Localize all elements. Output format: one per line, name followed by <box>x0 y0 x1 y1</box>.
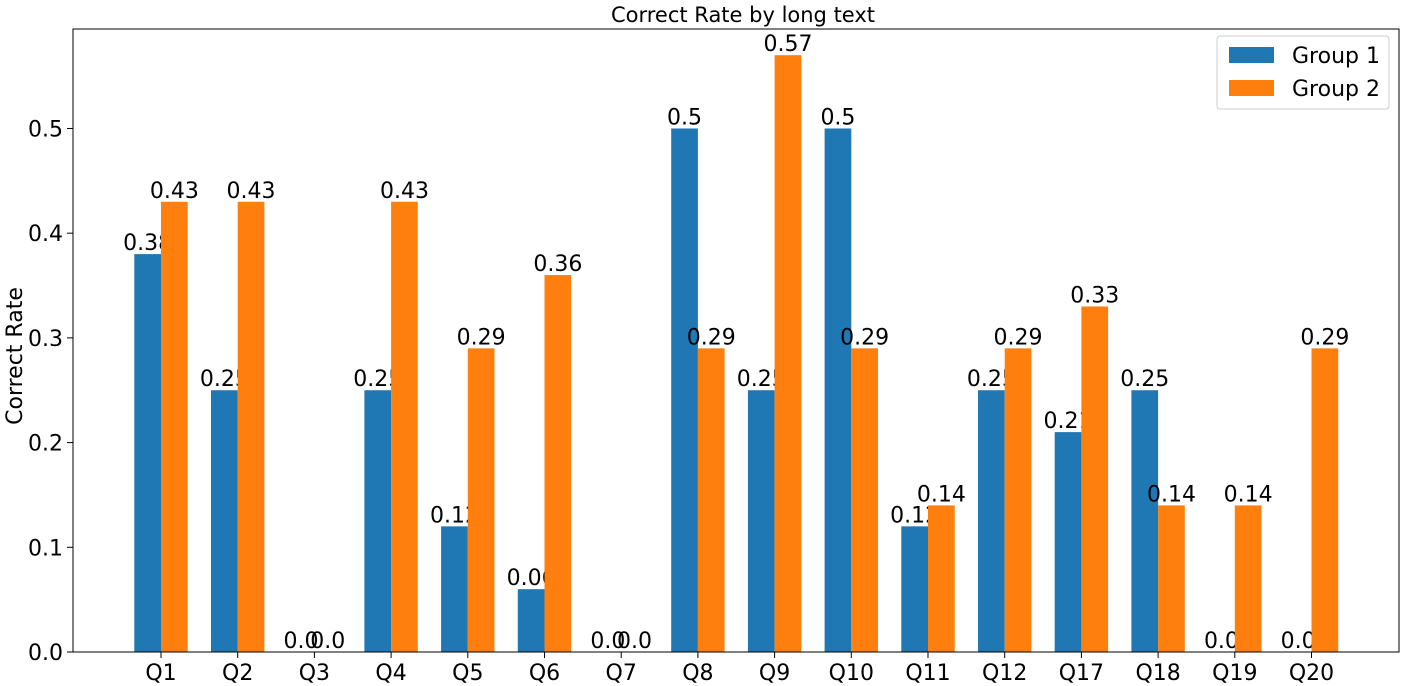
x-tick-label: Q5 <box>452 661 483 686</box>
data-label-group-2: 0.0 <box>310 629 345 654</box>
data-label-group-2: 0.29 <box>840 325 889 350</box>
bar-group-2 <box>161 201 188 652</box>
bar-group-2 <box>544 275 572 652</box>
bar-group-2 <box>467 348 495 652</box>
bar-group-1 <box>978 390 1005 652</box>
data-label-group-1: 0.0 <box>1281 629 1316 654</box>
data-label-group-2: 0.33 <box>1070 283 1119 308</box>
data-label-group-2: 0.14 <box>917 482 966 507</box>
y-axis-label: Correct Rate <box>3 287 28 425</box>
x-tick-label: Q6 <box>529 661 560 686</box>
bar-group-2 <box>697 348 725 652</box>
data-label-group-2: 0.36 <box>533 252 582 277</box>
bar-group-2 <box>1081 306 1109 652</box>
data-label-group-2: 0.29 <box>1300 325 1349 350</box>
bar-group-1 <box>134 254 161 652</box>
x-tick-label: Q19 <box>1212 661 1257 686</box>
x-tick-label: Q10 <box>829 661 874 686</box>
data-label-group-2: 0.43 <box>150 179 199 204</box>
x-tick-label: Q17 <box>1059 661 1104 686</box>
data-label-group-1: 0.0 <box>284 629 319 654</box>
data-label-group-2: 0.14 <box>1147 482 1196 507</box>
bar-group-1 <box>671 128 698 652</box>
bar-group-1 <box>441 526 468 652</box>
y-tick-label: 0.3 <box>28 327 63 352</box>
data-label-group-2: 0.57 <box>763 32 812 57</box>
x-tick-label: Q20 <box>1289 661 1334 686</box>
data-label-group-2: 0.43 <box>227 179 276 204</box>
bar-group-1 <box>364 390 392 652</box>
bar-group-2 <box>237 201 265 652</box>
x-tick-label: Q12 <box>982 661 1027 686</box>
x-tick-label: Q8 <box>682 661 713 686</box>
data-label-group-2: 0.0 <box>617 629 652 654</box>
data-label-group-1: 0.25 <box>1120 367 1169 392</box>
x-tick-label: Q1 <box>145 661 176 686</box>
y-tick-label: 0.2 <box>28 432 63 457</box>
data-label-group-2: 0.43 <box>380 179 429 204</box>
bar-group-2 <box>851 348 878 652</box>
plot-frame <box>72 28 1400 653</box>
x-tick-label: Q2 <box>222 661 253 686</box>
bar-group-1 <box>901 526 928 652</box>
bar-group-2 <box>1004 348 1032 652</box>
bar-group-2 <box>1234 505 1262 652</box>
legend-swatch-group-1 <box>1229 47 1274 63</box>
x-tick-label: Q11 <box>905 661 950 686</box>
plot-area: 0.00.10.20.30.40.5Q10.380.43Q20.250.43Q3… <box>28 32 1349 686</box>
data-label-group-1: 0.0 <box>590 629 625 654</box>
data-label-group-1: 0.0 <box>1204 629 1239 654</box>
legend-label-group-1: Group 1 <box>1292 44 1380 69</box>
bar-group-2 <box>774 55 802 653</box>
x-tick-label: Q7 <box>606 661 637 686</box>
data-label-group-2: 0.29 <box>994 325 1043 350</box>
y-tick-label: 0.0 <box>28 641 63 666</box>
data-label-group-2: 0.29 <box>457 325 506 350</box>
x-tick-label: Q3 <box>299 661 330 686</box>
legend-label-group-2: Group 2 <box>1292 77 1380 102</box>
x-tick-label: Q4 <box>375 661 406 686</box>
bar-group-2 <box>391 201 418 652</box>
data-label-group-2: 0.14 <box>1224 482 1273 507</box>
y-tick-label: 0.1 <box>28 536 63 561</box>
y-tick-label: 0.4 <box>28 222 63 247</box>
chart-title: Correct Rate by long text <box>611 3 875 27</box>
data-label-group-1: 0.5 <box>820 105 855 130</box>
x-tick-label: Q18 <box>1135 661 1180 686</box>
bar-group-1 <box>824 128 852 652</box>
y-tick-label: 0.5 <box>28 117 63 142</box>
legend: Group 1 Group 2 <box>1216 35 1390 110</box>
bar-group-2 <box>1311 348 1339 652</box>
bar-group-1 <box>517 589 545 652</box>
bar-group-1 <box>211 390 238 652</box>
bar-group-2 <box>928 505 955 652</box>
bar-group-1 <box>747 390 775 652</box>
bar-group-2 <box>1158 505 1185 652</box>
data-label-group-1: 0.5 <box>667 105 702 130</box>
data-label-group-2: 0.29 <box>687 325 736 350</box>
bar-group-1 <box>1131 390 1159 652</box>
x-tick-label: Q9 <box>759 661 790 686</box>
legend-swatch-group-2 <box>1229 80 1274 96</box>
bar-group-1 <box>1054 432 1082 652</box>
